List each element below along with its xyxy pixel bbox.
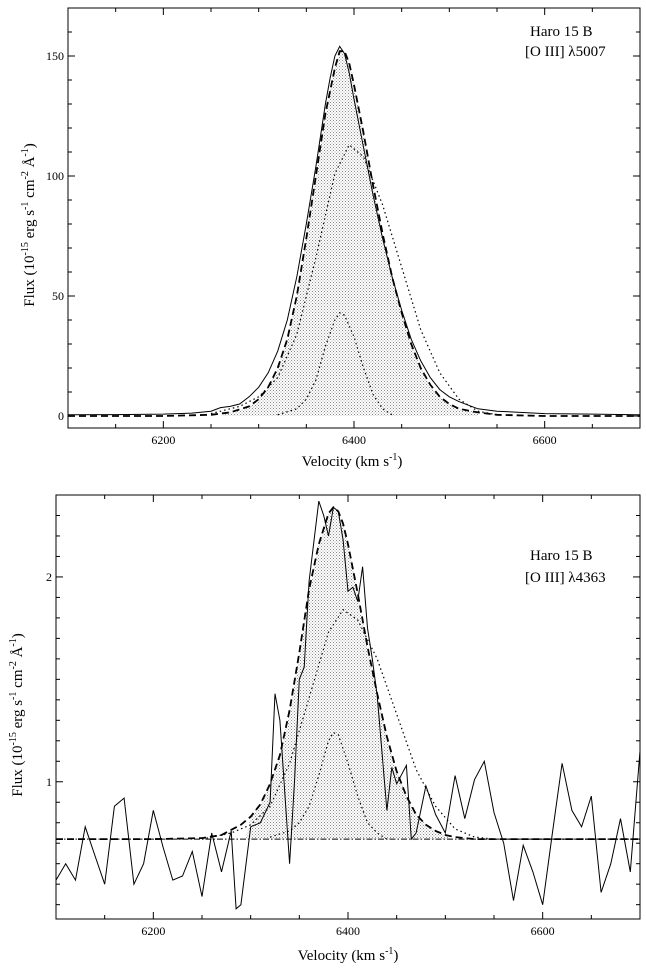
panel-bottom-ylabel-mid3: Å [10,646,26,661]
panel-top-series-3-dotted-line [277,312,393,416]
panel-bottom-xlabel-close: ) [393,948,398,964]
panel-top-ticks [67,7,641,428]
panel-top-xtick-label-6600: 6600 [533,433,557,447]
panel-top-series-2-dotted-line [210,143,498,416]
panel-top-y-axis-title: Flux (10-15 erg s-1 cm-2 Å-1) [20,143,38,307]
panel-top-ylabel-close: ) [22,143,38,148]
panel-bottom-annotation-line1: Haro 15 B [530,548,593,564]
panel-top-ylabel-exp1: -15 [20,242,31,255]
panel-bottom-series-1-dashed-line [56,506,640,840]
panel-bottom-ylabel-exp3: -2 [8,661,19,669]
panel-bottom-ticks [55,494,641,919]
panel-top-ylabel-mid1: erg s [22,210,38,242]
panel-top-ylabel-mid3: Å [22,156,38,171]
panel-top-xlabel-sup: -1 [389,452,397,463]
panel-bottom-ylabel-exp1: -15 [8,732,19,745]
panel-top-xlabel-text: Velocity (km s [302,454,390,470]
panel-bottom-xtick-label-6400: 6400 [336,924,360,938]
panel-top-series-1-dashed-line [68,50,640,417]
panel-bottom-series-2-dotted-line [201,608,640,840]
panel-bottom-y-axis-title: Flux (10-15 erg s-1 cm-2 Å-1) [8,633,26,797]
panel-bottom-ylabel-prefix: Flux (10 [10,746,26,797]
panel-bottom: 6200 6400 6600 1 2 Haro 15 B [O III] λ4363 V… [8,494,641,964]
panel-bottom-ytick-label-2: 2 [46,570,52,584]
panel-bottom-shaded-area [245,507,451,840]
panel-bottom-xlabel-sup: -1 [385,946,393,957]
panel-top-x-axis-title: Velocity (km s-1) [302,452,403,470]
panel-top-series-group [67,45,641,417]
panel-bottom-series-0-solid-noisy-line [55,500,641,910]
panel-top-ylabel-mid2: cm [22,179,38,201]
panel-bottom-x-axis-title: Velocity (km s-1) [298,946,399,964]
panel-bottom-series-group [55,500,641,910]
panel-top-ytick-label-150: 150 [46,49,64,63]
panel-bottom-xtick-label-6200: 6200 [141,924,165,938]
panel-bottom-ytick-label-1: 1 [46,775,52,789]
panel-top-ylabel-prefix: Flux (10 [22,256,38,307]
panel-bottom-ylabel-close: ) [10,633,26,638]
panel-top-ytick-label-0: 0 [58,409,64,423]
panel-bottom-annotation-line2: [O III] λ4363 [525,570,606,586]
panel-bottom-xlabel-text: Velocity (km s [298,948,386,964]
panel-top-ylabel-exp2: -1 [20,202,31,210]
panel-top-xtick-label-6400: 6400 [342,433,366,447]
panel-top-annotation-line1: Haro 15 B [530,24,593,40]
panel-bottom-fill-group [245,507,451,840]
panel-top-series-0-solid-filled-line [67,45,641,416]
panel-bottom-ylabel-mid2: cm [10,669,26,691]
panel-top-annotation-line2: [O III] λ5007 [525,44,606,60]
panel-top-ylabel-exp4: -1 [20,148,31,156]
panel-bottom-xtick-label-6600: 6600 [531,924,555,938]
panel-top-fill-group [220,51,478,416]
panel-top: 6200 6400 6600 0 50 100 150 Haro 15 B [O III] … [20,7,641,470]
panel-top-tick-labels: 6200 6400 6600 0 50 100 150 [46,49,557,447]
panel-top-xtick-label-6200: 6200 [151,433,175,447]
panel-top-xlabel-close: ) [397,454,402,470]
panel-bottom-ylabel-exp2: -1 [8,692,19,700]
panel-top-ylabel-exp3: -2 [20,171,31,179]
panel-top-ytick-label-50: 50 [52,289,64,303]
panel-top-shaded-area [220,51,478,416]
panel-top-ytick-label-100: 100 [46,169,64,183]
panel-bottom-ylabel-mid1: erg s [10,700,26,732]
panel-bottom-ylabel-exp4: -1 [8,638,19,646]
panel-bottom-tick-labels: 6200 6400 6600 1 2 [46,570,555,938]
